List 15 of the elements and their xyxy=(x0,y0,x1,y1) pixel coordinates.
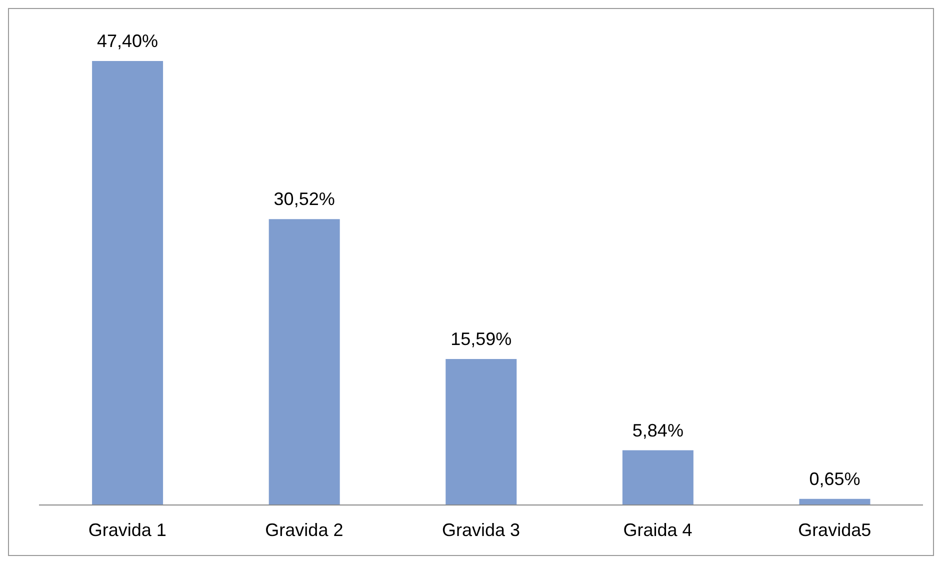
x-tick-label: Gravida 2 xyxy=(265,520,344,540)
data-label: 5,84% xyxy=(632,420,684,440)
data-label: 47,40% xyxy=(97,31,158,51)
bar xyxy=(268,219,340,505)
x-tick-label: Gravida5 xyxy=(798,520,872,540)
data-label: 30,52% xyxy=(274,189,335,210)
x-tick-label: Gravida 3 xyxy=(442,520,520,540)
x-tick-label: Graida 4 xyxy=(623,520,692,540)
bar xyxy=(799,498,870,505)
bar xyxy=(92,61,164,505)
x-tick-label: Gravida 1 xyxy=(88,520,166,540)
bar xyxy=(446,358,517,505)
bar xyxy=(622,450,694,505)
data-label: 15,59% xyxy=(450,328,512,349)
data-label: 0,65% xyxy=(809,468,860,489)
